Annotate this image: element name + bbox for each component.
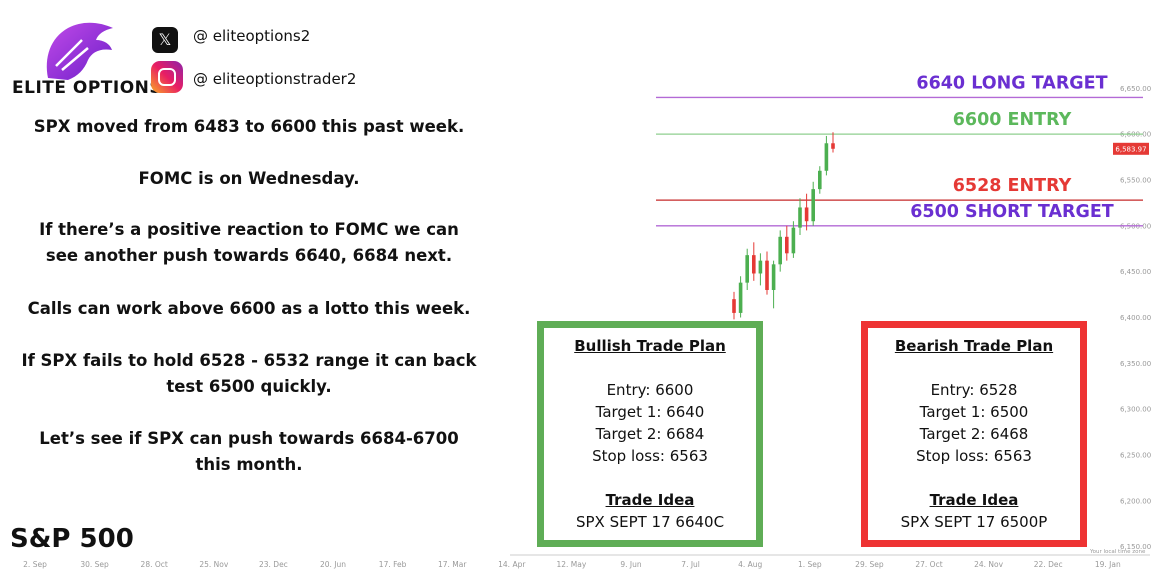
x-tick-label: 1. Sep bbox=[798, 560, 822, 569]
x-tick-label: 22. Dec bbox=[1034, 560, 1063, 569]
plan-line: Target 2: 6684 bbox=[595, 425, 705, 443]
y-tick-label: 6,550.00 bbox=[1120, 176, 1151, 184]
plan-line: Entry: 6528 bbox=[930, 381, 1018, 399]
x-tick-label: 17. Feb bbox=[379, 560, 407, 569]
x-tick-label: 24. Nov bbox=[974, 560, 1004, 569]
x-tick-label: 27. Oct bbox=[915, 560, 942, 569]
idea-text: SPX SEPT 17 6640C bbox=[575, 513, 725, 531]
y-tick-label: 6,350.00 bbox=[1120, 360, 1151, 368]
candle-body bbox=[798, 207, 802, 228]
level-label: 6528 ENTRY bbox=[953, 176, 1072, 196]
candle-body bbox=[831, 143, 835, 149]
y-tick-label: 6,200.00 bbox=[1120, 497, 1151, 505]
candle-body bbox=[804, 207, 809, 222]
idea-title: Trade Idea bbox=[605, 491, 695, 509]
index-label: S&P 500 bbox=[10, 524, 134, 554]
candle-body bbox=[791, 227, 796, 254]
commentary: Let’s see if SPX can push towards 6684-6… bbox=[39, 429, 459, 474]
commentary: If SPX fails to hold 6528 - 6532 range i… bbox=[21, 351, 477, 396]
x-tick-label: 2. Sep bbox=[23, 560, 47, 569]
x-tick-label: 9. Jun bbox=[620, 560, 642, 569]
candle-body bbox=[738, 282, 743, 313]
commentary: If there’s a positive reaction to FOMC w… bbox=[39, 220, 459, 265]
x-tick-label: 25. Nov bbox=[199, 560, 229, 569]
instagram-icon bbox=[151, 61, 183, 93]
x-tick-label: 17. Mar bbox=[438, 560, 467, 569]
plan-title: Bearish Trade Plan bbox=[894, 337, 1054, 355]
x-tick-label: 28. Oct bbox=[141, 560, 168, 569]
x-tick-label: 19. Jan bbox=[1095, 560, 1121, 569]
candle-body bbox=[811, 189, 815, 222]
commentary: FOMC is on Wednesday. bbox=[138, 169, 360, 188]
commentary: SPX moved from 6483 to 6600 this past we… bbox=[33, 117, 465, 136]
y-tick-label: 6,400.00 bbox=[1120, 314, 1151, 322]
logo-mark bbox=[46, 22, 113, 80]
candle-body bbox=[765, 260, 769, 290]
trade-plan: Bearish Trade Plan Entry: 6528 Target 1: 6… bbox=[861, 321, 1087, 547]
candle-body bbox=[771, 264, 776, 290]
plan-line: Entry: 6600 bbox=[606, 381, 694, 399]
brand: ELITE OPTIONS bbox=[12, 78, 163, 98]
x-tick-label: 14. Apr bbox=[498, 560, 526, 569]
candle-body bbox=[745, 255, 749, 283]
x-tick-label: 4. Aug bbox=[738, 560, 762, 569]
x-tick-label: 29. Sep bbox=[855, 560, 884, 569]
plan-title: Bullish Trade Plan bbox=[574, 337, 726, 355]
y-tick-label: 6,450.00 bbox=[1120, 268, 1151, 276]
plan-line: Stop loss: 6563 bbox=[916, 447, 1032, 465]
twitter-handle: @ eliteoptions2 bbox=[193, 27, 311, 45]
y-tick-label: 6,650.00 bbox=[1120, 85, 1151, 93]
plan-line: Target 1: 6500 bbox=[919, 403, 1029, 421]
y-tick-label: 6,250.00 bbox=[1120, 452, 1151, 460]
x-tick-label: 30. Sep bbox=[80, 560, 109, 569]
x-tick-label: 20. Jun bbox=[320, 560, 346, 569]
x-tick-label: 12. May bbox=[556, 560, 586, 569]
level-label: 6600 ENTRY bbox=[953, 110, 1072, 130]
x-tick-label: 23. Dec bbox=[259, 560, 288, 569]
plan-line: Stop loss: 6563 bbox=[592, 447, 708, 465]
commentary: Calls can work above 6600 as a lotto thi… bbox=[27, 299, 471, 318]
level-label: 6500 SHORT TARGET bbox=[910, 202, 1114, 222]
candle-body bbox=[824, 143, 829, 171]
timezone-note: Your local time zone bbox=[1089, 549, 1146, 555]
level-label: 6640 LONG TARGET bbox=[916, 73, 1107, 93]
candle-body bbox=[732, 299, 736, 313]
x-icon: 𝕏 bbox=[152, 27, 178, 53]
candle-body bbox=[818, 170, 822, 190]
instagram-handle: @ eliteoptionstrader2 bbox=[193, 70, 357, 88]
x-tick-label: 7. Jul bbox=[681, 560, 700, 569]
y-tick-label: 6,150.00 bbox=[1120, 543, 1151, 551]
price-tag-label: 6,583.97 bbox=[1115, 145, 1146, 153]
idea-text: SPX SEPT 17 6500P bbox=[900, 513, 1048, 531]
candle-body bbox=[778, 236, 782, 265]
idea-title: Trade Idea bbox=[929, 491, 1019, 509]
trade-plan: Bullish Trade Plan Entry: 6600 Target 1: 6… bbox=[537, 321, 763, 547]
candle-body bbox=[752, 255, 756, 274]
plan-line: Target 1: 6640 bbox=[595, 403, 705, 421]
candle-body bbox=[785, 236, 789, 254]
price-tag bbox=[1113, 142, 1149, 155]
candle-body bbox=[758, 260, 763, 274]
y-tick-label: 6,300.00 bbox=[1120, 406, 1151, 414]
plan-line: Target 2: 6468 bbox=[919, 425, 1029, 443]
